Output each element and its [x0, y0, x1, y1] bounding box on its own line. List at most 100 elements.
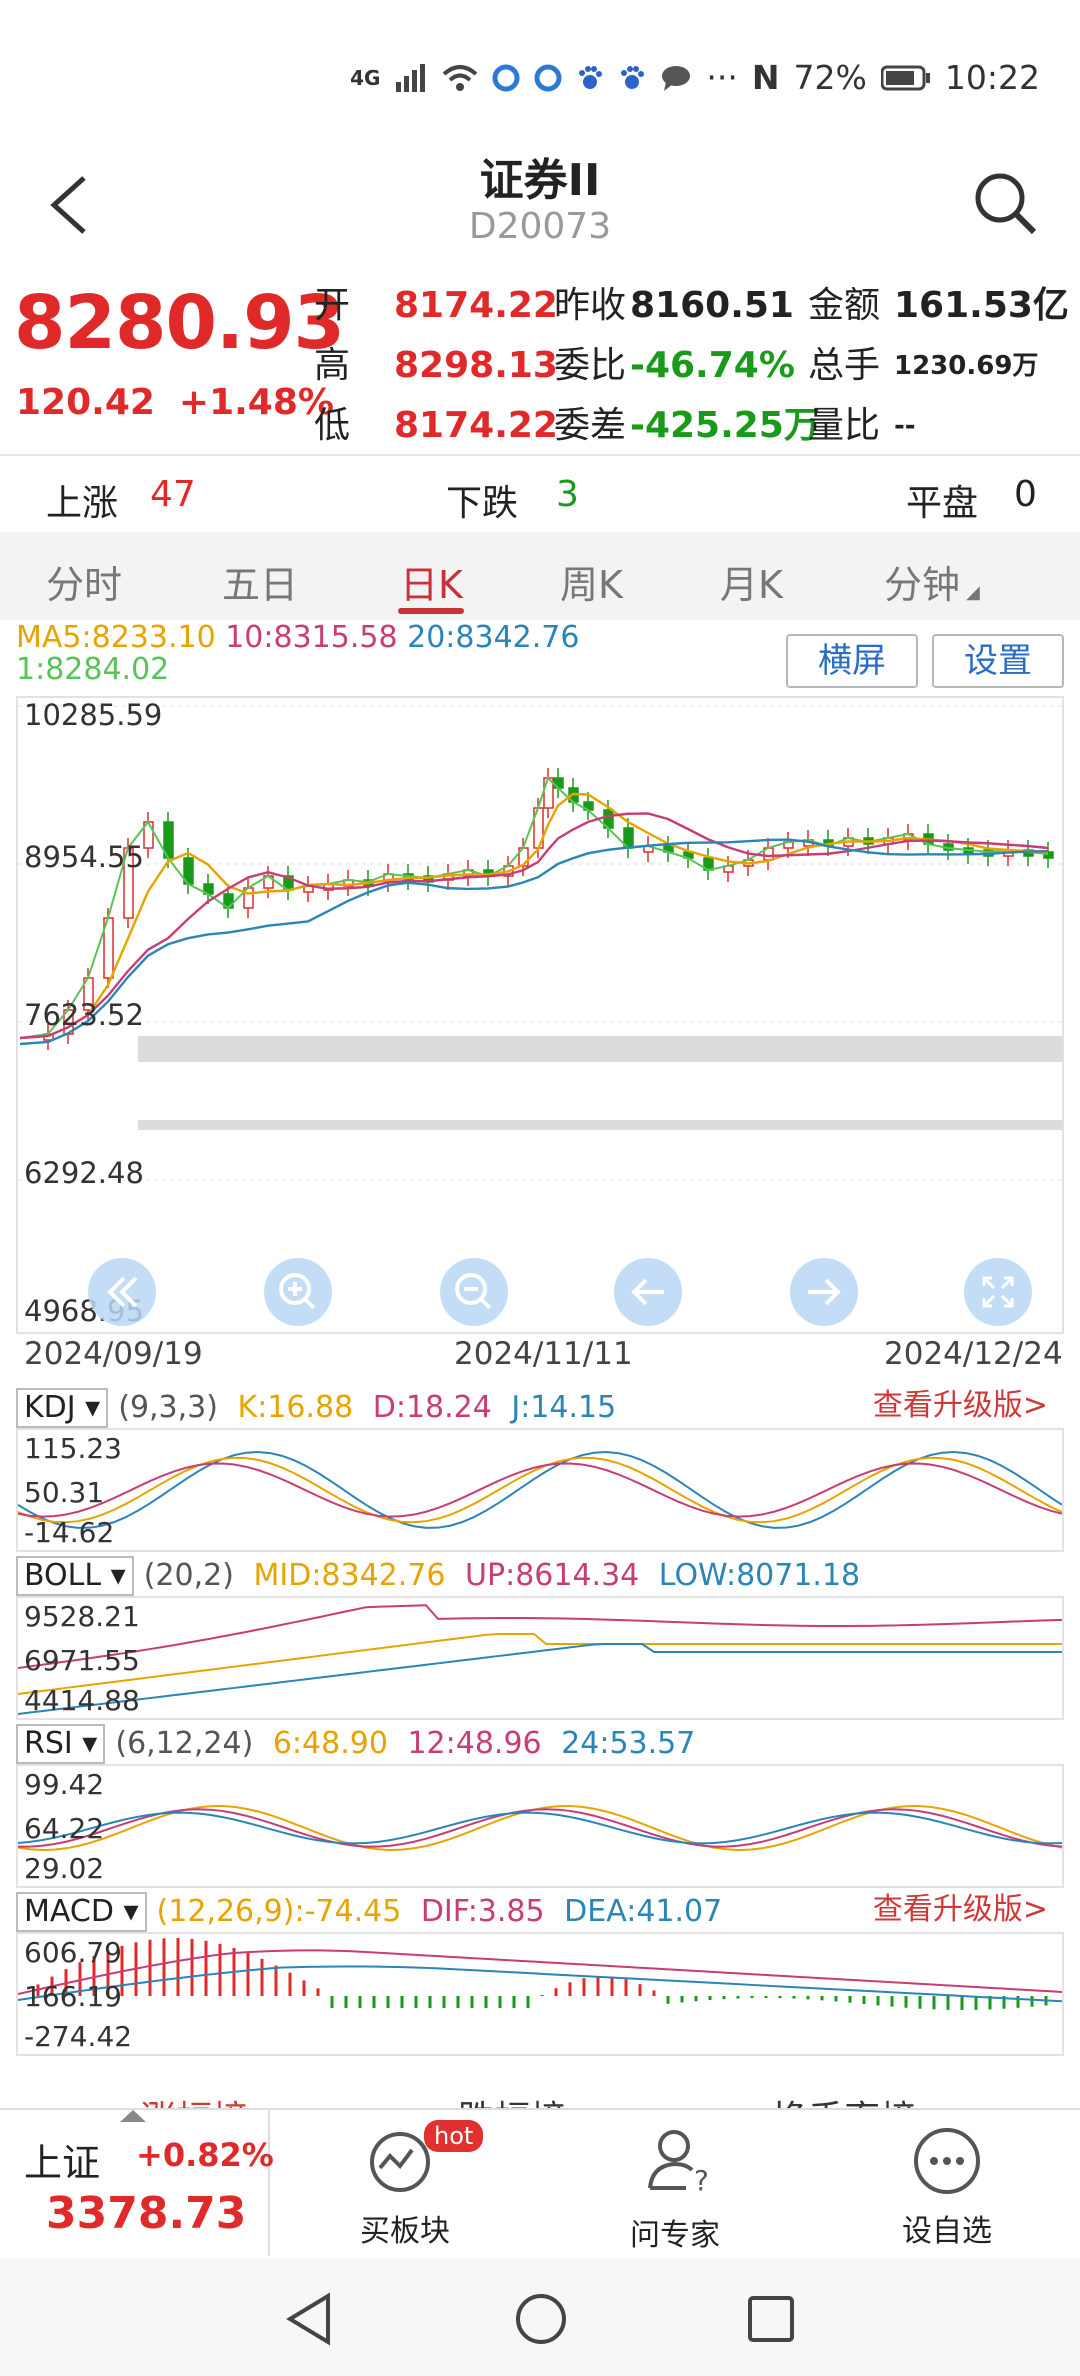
clock: 10:22 — [944, 58, 1040, 97]
tab-minute[interactable]: 分钟 ◢ — [884, 563, 980, 607]
quote-label: 总手 — [808, 345, 881, 386]
period-tabs: 分时 五日 日K 周K 月K 分钟 ◢ — [0, 532, 1080, 620]
system-nav-bar — [0, 2258, 1080, 2376]
landscape-button[interactable]: 横屏 — [786, 634, 918, 688]
price-zone-band — [138, 1120, 1062, 1130]
kdj-header: KDJ ▾ (9,3,3) K:16.88 D:18.24 J:14.15 查看升… — [16, 1388, 1064, 1428]
boll-upper — [18, 1604, 1062, 1669]
quote-value: 8298.13 — [394, 345, 558, 386]
dif-line — [18, 1949, 1062, 1995]
battery-icon — [880, 65, 930, 90]
boll-lower — [18, 1643, 1062, 1715]
header: 证券II D20073 — [0, 140, 1080, 270]
quote-value: -- — [894, 411, 916, 441]
zoom-in-button[interactable] — [262, 1256, 334, 1332]
battery-text: 72% — [793, 58, 867, 97]
quote-value: -46.74% — [630, 345, 795, 386]
indicator-line — [18, 1451, 1062, 1529]
zoom-out-button[interactable] — [438, 1256, 510, 1332]
dropdown-triangle-icon: ◢ — [966, 582, 980, 603]
bottom-toolbar: 上证 +0.82% 3378.73 hot 买板块 ? 问专家 设自选 — [0, 2108, 1080, 2256]
rsi-header: RSI ▾ (6,12,24) 6:48.90 12:48.96 24:53.57 — [16, 1724, 1064, 1764]
tab-intraday[interactable]: 分时 — [46, 563, 123, 607]
down-label: 下跌 — [446, 483, 519, 524]
settings-button[interactable]: 设置 — [932, 634, 1064, 688]
buy-sector-button[interactable]: hot 买板块 — [330, 2120, 484, 2250]
index-ticker[interactable]: 上证 +0.82% 3378.73 — [0, 2110, 274, 2256]
quote-label: 低 — [314, 405, 351, 446]
app-notification-icon — [534, 64, 562, 91]
rsi-chart: 99.42 64.22 29.02 — [16, 1764, 1064, 1888]
current-price: 8280.93 — [14, 280, 345, 366]
quote-label: 开 — [314, 285, 351, 326]
quote-panel: 8280.93 120.42 +1.48% 开 8174.22 昨收 8160.51 金… — [0, 270, 1080, 455]
quote-value: 8160.51 — [630, 285, 794, 326]
expand-up-icon — [120, 2110, 146, 2122]
tab-monthly-k[interactable]: 月K — [720, 563, 783, 607]
indicator-line — [18, 1805, 1062, 1851]
market-breadth: 上涨 47 下跌 3 平盘 0 — [0, 456, 1080, 530]
flat-count: 0 — [1014, 474, 1037, 515]
buy-sector-label: 买板块 — [360, 2214, 450, 2249]
scroll-left-fast-button[interactable] — [86, 1256, 158, 1332]
paw-icon — [579, 65, 603, 89]
message-icon — [662, 65, 691, 91]
kdj-chart: 115.23 50.31 -14.62 — [16, 1428, 1064, 1552]
tab-weekly-k[interactable]: 周K — [560, 563, 623, 607]
upgrade-link[interactable]: 查看升级版> — [872, 1892, 1048, 1927]
boll-selector[interactable]: BOLL ▾ — [16, 1556, 134, 1596]
nav-recents-icon[interactable] — [746, 2294, 796, 2344]
stock-code: D20073 — [468, 206, 612, 247]
back-arrow-icon[interactable] — [40, 170, 100, 240]
quote-label: 昨收 — [554, 285, 627, 326]
tab-five-day[interactable]: 五日 — [222, 563, 299, 607]
add-watchlist-label: 设自选 — [902, 2214, 992, 2249]
flat-label: 平盘 — [906, 483, 979, 524]
quote-grid: 开 8174.22 昨收 8160.51 金额 161.53亿高 8298.13 委比 -46.… — [314, 276, 1069, 456]
indicator-line — [18, 1808, 1062, 1848]
y-axis-label: 7623.52 — [24, 998, 144, 1032]
wifi-icon — [443, 64, 478, 91]
quote-label: 高 — [314, 345, 351, 386]
tab-daily-k[interactable]: 日K — [400, 563, 463, 607]
indicator-line — [18, 1456, 1062, 1524]
quote-label: 委比 — [554, 345, 627, 386]
rsi-selector[interactable]: RSI ▾ — [16, 1724, 106, 1764]
boll-chart: 9528.21 6971.55 4414.88 — [16, 1596, 1064, 1720]
ma1-line — [19, 776, 1049, 1039]
nav-home-icon[interactable] — [514, 2292, 568, 2346]
kline-chart[interactable]: 10285.59 8954.55 7623.52 6292.48 4968.95 — [16, 696, 1064, 1334]
app-notification-icon — [492, 64, 520, 91]
boll-mid — [18, 1633, 1062, 1695]
ask-expert-button[interactable]: ? 问专家 — [620, 2120, 740, 2253]
signal-icon: 4G — [350, 65, 381, 90]
macd-header: MACD ▾ (12,26,9):-74.45 DIF:3.85 DEA:41.0… — [16, 1892, 1064, 1932]
macd-selector[interactable]: MACD ▾ — [16, 1892, 147, 1932]
sector-chart-icon — [370, 2132, 430, 2192]
macd-chart: 606.79 166.19 -274.42 — [16, 1932, 1064, 2056]
scroll-right-button[interactable] — [788, 1256, 860, 1332]
search-icon[interactable] — [970, 168, 1040, 238]
up-label: 上涨 — [46, 483, 119, 524]
y-axis-label: 6292.48 — [24, 1156, 144, 1190]
candle — [1043, 851, 1054, 859]
ask-expert-label: 问专家 — [630, 2218, 720, 2253]
kdj-selector[interactable]: KDJ ▾ — [16, 1388, 109, 1428]
upgrade-link[interactable]: 查看升级版> — [872, 1388, 1048, 1423]
fullscreen-button[interactable] — [962, 1256, 1034, 1332]
add-watchlist-button[interactable]: 设自选 — [888, 2120, 1008, 2250]
date-label: 2024/09/19 — [24, 1336, 203, 1372]
quote-label: 量比 — [808, 405, 881, 446]
nav-back-icon[interactable] — [284, 2292, 334, 2346]
quote-row: 开 8174.22 昨收 8160.51 金额 161.53亿 — [314, 276, 1069, 336]
quote-value: -425.25万 — [630, 405, 820, 446]
quote-label: 委差 — [554, 405, 627, 446]
change-percent: +1.48% — [178, 382, 334, 423]
scroll-left-button[interactable] — [612, 1256, 684, 1332]
date-axis: 2024/09/19 2024/11/11 2024/12/24 — [0, 1336, 1080, 1382]
ma20-value: 20:8342.76 — [407, 620, 580, 655]
indicator-line — [18, 1811, 1062, 1845]
quote-value: 8174.22 — [394, 285, 558, 326]
quote-value: 8174.22 — [394, 405, 558, 446]
up-count: 47 — [150, 474, 196, 515]
